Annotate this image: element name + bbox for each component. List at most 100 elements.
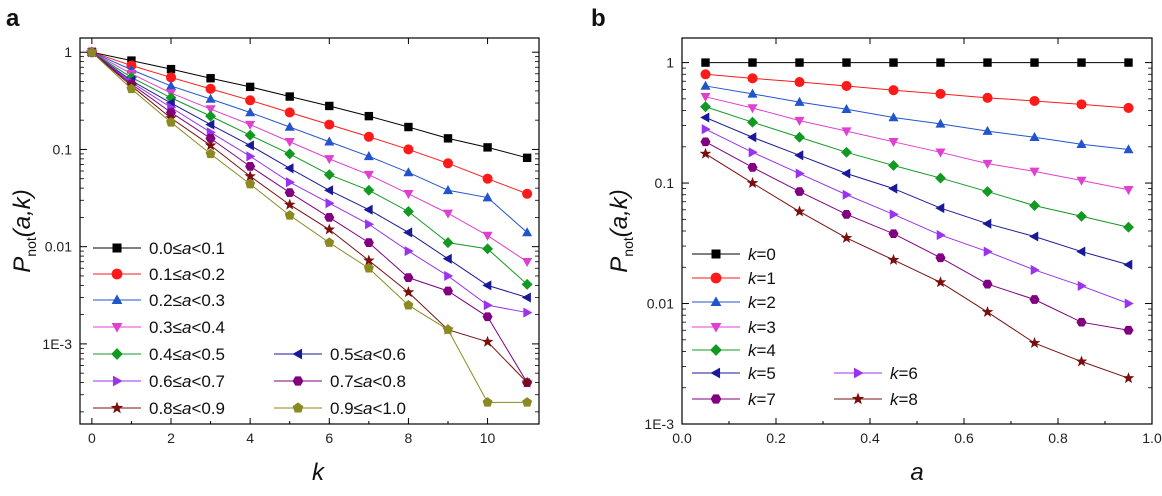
series-k=6 <box>701 124 1134 309</box>
panel-b: b k=0k=1k=2k=3k=4k=5 k=6k=7 k=8 0.0 0.2 0.4 0… <box>591 5 1162 486</box>
data-point <box>323 169 335 181</box>
panel-a-label: a <box>6 5 20 32</box>
panel-b-ylabel-main: P <box>606 257 633 273</box>
series-line <box>705 96 1129 191</box>
legend-label-pre: 0.6≤ <box>149 372 182 391</box>
data-point <box>482 312 493 322</box>
data-point <box>700 93 711 103</box>
legend-label: 0.1≤a<0.2 <box>149 265 225 284</box>
data-point <box>363 151 374 161</box>
x-tick-label: 4 <box>246 430 254 446</box>
series-line <box>91 51 528 285</box>
panel-b-ylabel-args: (a,k) <box>606 189 633 237</box>
legend-label-pre: 0.2≤ <box>149 291 182 310</box>
data-point <box>747 116 758 128</box>
legend-label-post: <0.9 <box>191 399 225 418</box>
data-point <box>700 101 711 113</box>
legend-label-var: k <box>748 318 758 337</box>
data-point <box>1122 372 1135 384</box>
data-point <box>363 254 375 266</box>
data-point <box>747 88 758 98</box>
series-0.3≤a<0.4 <box>86 48 533 267</box>
data-point <box>1123 185 1134 195</box>
data-point <box>1029 132 1040 142</box>
data-point <box>284 107 295 118</box>
data-point <box>165 80 177 90</box>
data-point <box>246 151 256 162</box>
data-point <box>841 146 852 158</box>
data-point <box>126 83 137 94</box>
data-point <box>700 69 711 80</box>
series-0.6≤a<0.7 <box>88 47 533 318</box>
data-point <box>982 92 993 103</box>
data-point <box>747 73 758 84</box>
legend-label-var: a <box>363 372 372 391</box>
legend-marker <box>111 268 123 280</box>
data-point <box>747 104 758 114</box>
data-point <box>365 219 375 230</box>
data-point <box>935 172 946 184</box>
data-point <box>1029 295 1040 304</box>
legend-label-post: =5 <box>757 364 776 383</box>
legend-marker <box>710 322 722 333</box>
legend-marker <box>112 375 123 387</box>
data-point <box>521 376 533 388</box>
data-point <box>206 74 215 83</box>
y-tick-label: 1 <box>666 55 674 71</box>
y-tick-label: 1E-3 <box>644 416 674 432</box>
data-point <box>700 112 710 123</box>
series-line <box>705 117 1129 266</box>
legend-marker <box>851 392 865 405</box>
panel-a-plot-frame <box>79 37 540 425</box>
data-point <box>887 253 900 265</box>
legend-label-var: k <box>890 364 900 383</box>
legend-label-var: k <box>748 293 758 312</box>
data-point <box>936 58 945 67</box>
legend-entry: 0.7≤a<0.8 <box>274 372 406 391</box>
data-point <box>794 150 804 161</box>
legend-label-post: =4 <box>757 341 776 360</box>
legend-label-post: <0.2 <box>191 265 225 284</box>
series-0.4≤a<0.5 <box>86 46 533 290</box>
x-tick-label: 2 <box>167 430 175 446</box>
data-point <box>888 159 899 171</box>
legend-entry: 0.0≤a<0.1 <box>93 239 225 258</box>
legend-marker <box>711 249 721 259</box>
data-point <box>443 324 453 334</box>
data-point <box>284 210 295 220</box>
legend-entry: k=3 <box>692 318 776 337</box>
data-point <box>324 213 335 222</box>
data-point <box>403 273 414 283</box>
legend-label-var: a <box>363 399 372 418</box>
legend-entry: k=6 <box>834 364 918 383</box>
data-point <box>205 133 216 143</box>
data-point <box>483 300 493 311</box>
data-point <box>523 307 533 318</box>
data-point <box>442 237 454 249</box>
panel-a-ylabel: Pnot(a,k) <box>9 189 39 272</box>
data-point <box>244 170 256 182</box>
data-point <box>284 121 295 131</box>
data-point <box>794 116 805 126</box>
series-0.2≤a<0.3 <box>86 46 533 237</box>
data-point <box>166 64 176 74</box>
data-point <box>522 397 533 407</box>
x-tick-label: 0.6 <box>954 430 974 446</box>
legend-label-var: k <box>748 364 758 383</box>
x-tick-label: 10 <box>480 430 496 446</box>
data-point <box>841 103 852 114</box>
series-line <box>91 51 528 314</box>
x-tick-label: 0 <box>88 430 96 446</box>
legend-entry: 0.6≤a<0.7 <box>93 372 225 391</box>
data-point <box>324 185 334 196</box>
data-point <box>935 88 946 99</box>
legend-label: k=5 <box>748 364 776 383</box>
series-line <box>705 153 1129 379</box>
data-point <box>245 95 256 106</box>
legend-marker <box>292 376 304 386</box>
data-point <box>403 227 413 238</box>
data-point <box>244 140 254 151</box>
series-0.9≤a<1.0 <box>86 46 533 407</box>
data-point <box>442 286 454 296</box>
